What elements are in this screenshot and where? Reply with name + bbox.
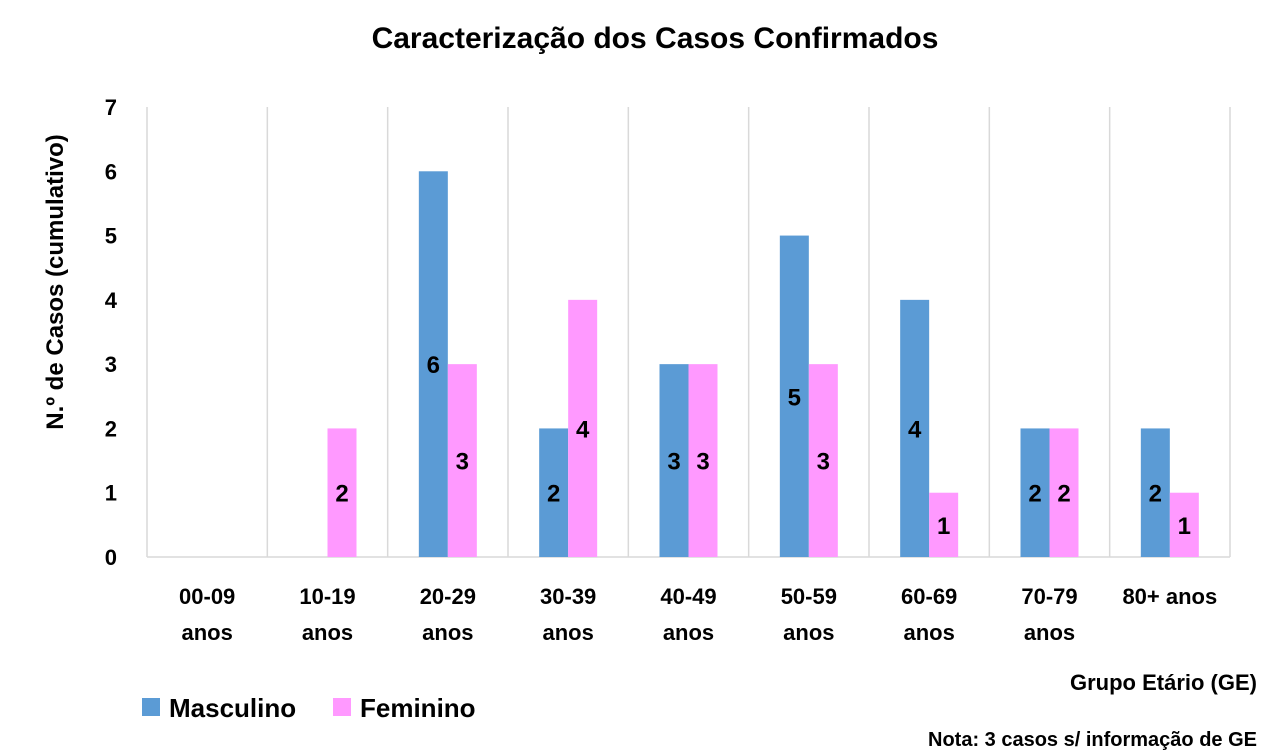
data-label: 3 <box>456 449 469 476</box>
data-label: 3 <box>817 449 830 476</box>
x-tick-label: anos <box>542 620 593 645</box>
data-label: 2 <box>1028 481 1041 508</box>
x-tick-label: 00-09 <box>179 584 235 609</box>
legend-label: Masculino <box>169 693 296 723</box>
bar-masculino <box>1020 428 1050 557</box>
bar-feminino <box>1169 492 1199 557</box>
bar-feminino <box>327 428 357 557</box>
y-tick-label: 3 <box>105 352 117 377</box>
x-tick-label: 50-59 <box>781 584 837 609</box>
data-label: 2 <box>335 481 348 508</box>
x-tick-label: 40-49 <box>660 584 716 609</box>
bar-masculino <box>418 171 448 558</box>
legend-label: Feminino <box>360 693 476 723</box>
data-label: 6 <box>427 352 440 379</box>
legend-swatch <box>142 698 160 716</box>
x-tick-label: 60-69 <box>901 584 957 609</box>
legend-swatch <box>333 698 351 716</box>
data-label: 2 <box>547 481 560 508</box>
y-tick-label: 5 <box>105 224 117 249</box>
legend: Masculino Feminino <box>142 693 476 723</box>
x-tick-label: anos <box>663 620 714 645</box>
bar-feminino <box>1049 428 1079 557</box>
x-tick-label: 80+ anos <box>1122 584 1217 609</box>
bar-masculino <box>779 235 809 558</box>
bar-masculino <box>1140 428 1170 557</box>
x-tick-label: anos <box>903 620 954 645</box>
bar-feminino <box>929 492 959 557</box>
bars <box>327 171 1199 558</box>
x-tick-label: 20-29 <box>420 584 476 609</box>
data-label: 5 <box>788 384 801 411</box>
y-tick-label: 1 <box>105 481 117 506</box>
data-label: 3 <box>667 449 680 476</box>
bar-masculino <box>900 299 930 557</box>
y-axis-label: N.º de Casos (cumulativo) <box>42 134 69 430</box>
x-axis-label: Grupo Etário (GE) <box>1070 670 1257 695</box>
data-label: 2 <box>1149 481 1162 508</box>
y-tick-label: 2 <box>105 416 117 441</box>
x-tick-label: 70-79 <box>1021 584 1077 609</box>
x-tick-label: anos <box>783 620 834 645</box>
footnote: Nota: 3 casos s/ informação de GE <box>928 729 1257 751</box>
data-label: 2 <box>1057 481 1070 508</box>
x-tick-label: anos <box>181 620 232 645</box>
bar-feminino <box>688 364 718 557</box>
x-tick-label: anos <box>1024 620 1075 645</box>
y-tick-label: 6 <box>105 159 117 184</box>
bar-masculino <box>659 364 689 557</box>
y-tick-label: 7 <box>105 95 117 120</box>
data-label: 4 <box>576 416 590 443</box>
y-tick-label: 0 <box>105 545 117 570</box>
data-label: 4 <box>908 416 922 443</box>
y-tick-label: 4 <box>105 288 118 313</box>
bar-masculino <box>539 428 569 557</box>
bar-feminino <box>447 364 477 557</box>
data-label: 1 <box>937 513 950 540</box>
x-tick-label: 30-39 <box>540 584 596 609</box>
x-tick-label: 10-19 <box>299 584 355 609</box>
bar-feminino <box>568 299 598 557</box>
chart-title: Caracterização dos Casos Confirmados <box>372 22 939 55</box>
x-tick-label: anos <box>422 620 473 645</box>
y-axis-ticks: 0 1 2 3 4 5 6 7 <box>105 95 118 570</box>
data-label: 1 <box>1178 513 1191 540</box>
data-label: 3 <box>696 449 709 476</box>
x-axis-categories: 00-09 anos 10-19 anos 20-29 anos 30-39 anos 40-4… <box>179 584 1217 645</box>
bar-feminino <box>808 364 838 557</box>
x-tick-label: anos <box>302 620 353 645</box>
